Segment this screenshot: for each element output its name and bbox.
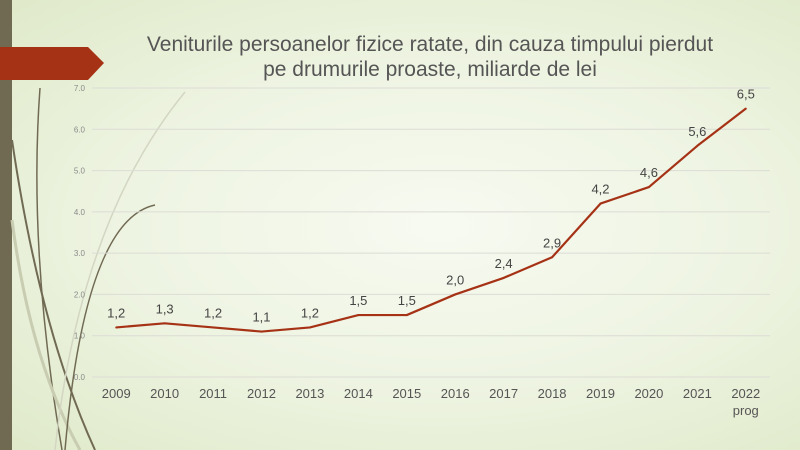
- slide-side-bar: [0, 0, 12, 450]
- data-label: 1,5: [349, 293, 367, 308]
- x-tick-label: 2018: [538, 386, 567, 401]
- x-tick-label: 2022: [731, 386, 760, 401]
- data-label: 1,5: [398, 293, 416, 308]
- data-label: 6,5: [737, 87, 755, 102]
- data-point: [212, 326, 215, 329]
- y-tick-label: 3.0: [74, 249, 86, 258]
- data-point: [454, 293, 457, 296]
- x-tick-label: 2020: [634, 386, 663, 401]
- data-point: [308, 326, 311, 329]
- data-point: [744, 107, 747, 110]
- x-tick-label: 2011: [199, 386, 227, 401]
- data-point: [405, 314, 408, 317]
- title-arrow-accent: [0, 47, 104, 80]
- data-point: [357, 314, 360, 317]
- y-tick-label: 6.0: [74, 125, 86, 134]
- data-point: [115, 326, 118, 329]
- data-label: 4,2: [591, 182, 609, 197]
- data-point: [551, 256, 554, 259]
- data-label: 1,3: [156, 301, 174, 316]
- x-tick-label: 2012: [247, 386, 276, 401]
- x-tick-label: 2009: [102, 386, 131, 401]
- x-tick-label: 2017: [489, 386, 518, 401]
- x-tick-label: 2016: [441, 386, 470, 401]
- y-tick-label: 4.0: [74, 208, 86, 217]
- data-label: 1,1: [252, 310, 270, 325]
- data-label: 1,2: [107, 305, 125, 320]
- y-tick-label: 5.0: [74, 167, 86, 176]
- data-label: 2,0: [446, 272, 464, 287]
- chart-title: Veniturile persoanelor fizice ratate, di…: [146, 33, 714, 81]
- x-tick-label: 2010: [150, 386, 179, 401]
- x-tick-label: 2021: [683, 386, 712, 401]
- x-tick-label: 2015: [392, 386, 421, 401]
- x-tick-label: 2019: [586, 386, 615, 401]
- data-point: [647, 186, 650, 189]
- data-label: 4,6: [640, 165, 658, 180]
- y-tick-label: 2.0: [74, 290, 86, 299]
- data-point: [502, 276, 505, 279]
- data-point: [260, 330, 263, 333]
- data-label: 2,9: [543, 235, 561, 250]
- data-label: 1,2: [301, 305, 319, 320]
- x-tick-label: 2014: [344, 386, 373, 401]
- data-label: 5,6: [688, 124, 706, 139]
- x-tick-label: prog: [733, 403, 759, 418]
- y-tick-label: 1.0: [74, 332, 86, 341]
- data-label: 1,2: [204, 305, 222, 320]
- x-tick-label: 2013: [295, 386, 324, 401]
- data-line: [116, 107, 747, 333]
- data-point: [163, 322, 166, 325]
- data-point: [696, 144, 699, 147]
- y-tick-label: 7.0: [74, 84, 86, 93]
- y-tick-label: 0.0: [74, 373, 86, 382]
- data-label: 2,4: [495, 256, 513, 271]
- data-point: [599, 202, 602, 205]
